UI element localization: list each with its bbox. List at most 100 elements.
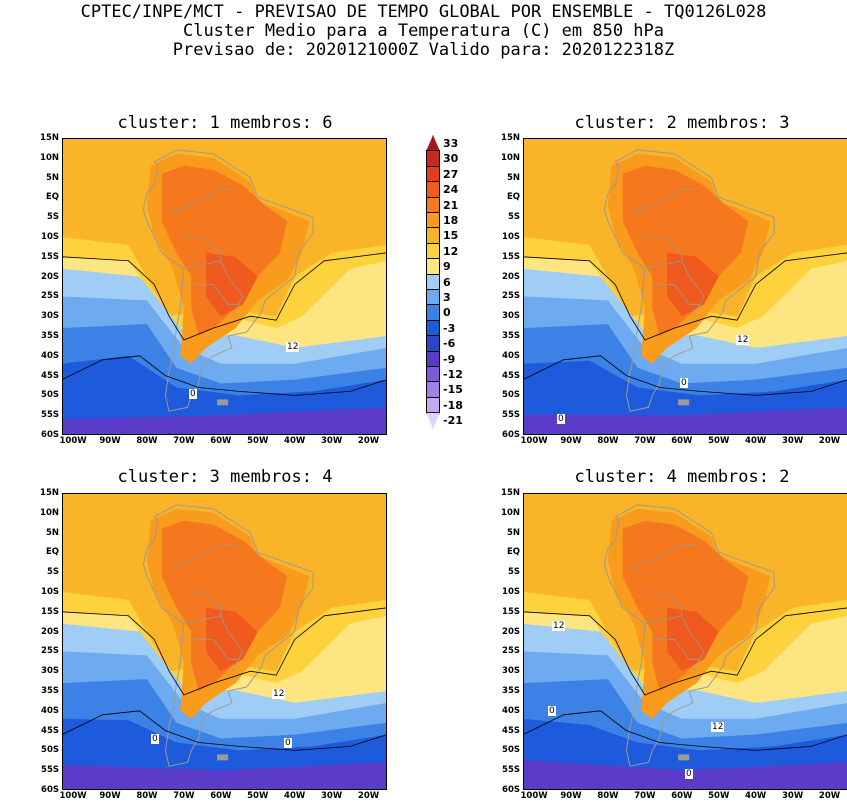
falkland-islands [217, 754, 229, 761]
colorbar-swatch [426, 273, 440, 290]
colorbar-swatch [426, 412, 440, 429]
contour-label: 12 [711, 722, 725, 732]
coastline [603, 149, 775, 412]
lon-tick-label: 40W [745, 791, 767, 801]
country-border [183, 615, 244, 672]
colorbar-label: 3 [443, 291, 451, 304]
colorbar-swatch [426, 242, 440, 260]
lon-tick-label: 80W [136, 791, 158, 801]
lat-tick-label: 50S [502, 390, 520, 401]
warm-region-21 [622, 520, 749, 691]
lat-tick-label: 5S [46, 567, 59, 578]
lat-tick-label: 35S [502, 686, 520, 696]
lon-tick-label: 40W [284, 791, 306, 801]
country-border [168, 189, 236, 214]
falkland-islands [217, 399, 229, 406]
colorbar-swatch [426, 165, 440, 183]
lat-tick-label: 50S [502, 745, 520, 756]
country-border [183, 591, 222, 616]
lat-tick-label: 10N [40, 507, 59, 518]
temperature-band [523, 407, 847, 435]
warm-region-21 [622, 165, 749, 336]
colorbar-swatch [426, 135, 440, 152]
contour-label: 0 [189, 389, 197, 399]
lat-tick-label: 10S [41, 232, 59, 242]
colorbar-swatch [426, 366, 440, 383]
country-border [644, 236, 683, 261]
map-frame [62, 493, 387, 790]
country-border [629, 189, 697, 214]
isotherm-12 [523, 252, 847, 341]
panel-title-4: cluster: 4 membros: 2 [574, 467, 790, 487]
lat-tick-label: 30S [41, 311, 59, 322]
country-border [191, 639, 240, 660]
lon-tick-label: 20W [357, 436, 380, 446]
temperature-map-4 [523, 493, 847, 790]
country-border [644, 591, 683, 616]
colorbar-label: 0 [443, 306, 451, 320]
colorbar-label: -15 [443, 383, 463, 397]
lon-tick-label: 30W [781, 436, 804, 446]
country-border [183, 236, 222, 261]
temperature-band [62, 762, 387, 790]
warm-region-24 [206, 607, 258, 672]
lon-tick-label: 70W [173, 791, 195, 801]
contour-label: 0 [685, 769, 693, 779]
colorbar-swatch [426, 181, 440, 198]
colorbar-swatch [426, 289, 440, 306]
lat-tick-label: 30S [502, 666, 520, 677]
lon-tick-label: 60W [210, 436, 232, 446]
colorbar-swatch [426, 381, 440, 398]
lat-tick-label: 45S [41, 725, 59, 736]
map-frame [523, 138, 847, 435]
lat-tick-label: 10N [501, 507, 520, 518]
map-panel-2 [523, 138, 847, 435]
contour-label: 0 [548, 706, 556, 716]
header-line-3: Previsao de: 2020121000Z Valido para: 20… [172, 40, 675, 60]
warm-region-21 [161, 165, 288, 336]
lat-tick-label: 5N [45, 527, 59, 538]
lat-tick-label: 40S [502, 705, 520, 716]
header-line-1: CPTEC/INPE/MCT - PREVISAO DE TEMPO GLOBA… [80, 2, 767, 22]
colorbar-label: 30 [443, 152, 459, 166]
map-panel-4 [523, 493, 847, 790]
coastline [603, 504, 775, 767]
lon-tick-label: 60W [210, 791, 232, 801]
map-frame [62, 138, 387, 435]
lon-tick-label: 20W [357, 791, 380, 801]
contour-label: 12 [286, 342, 300, 352]
colorbar-label: 27 [443, 167, 459, 181]
lat-tick-label: 40S [502, 350, 520, 361]
lat-tick-label: 5N [45, 172, 59, 183]
lat-tick-label: 5S [507, 212, 520, 223]
lat-tick-label: 25S [41, 291, 59, 302]
isotherm-12 [523, 607, 847, 696]
country-border [168, 544, 236, 569]
warm-region-24 [667, 607, 719, 672]
isotherm-12 [62, 607, 387, 696]
lat-tick-label: 15N [501, 133, 520, 143]
lon-tick-label: 50W [247, 791, 269, 801]
lat-tick-label: 25S [502, 646, 520, 657]
lat-tick-label: 15S [502, 606, 520, 617]
colorbar-label: -18 [443, 398, 463, 412]
contour-label: 0 [151, 734, 159, 744]
lat-tick-label: 15N [501, 488, 520, 498]
colorbar-label: -21 [443, 414, 463, 428]
lat-tick-label: 50S [41, 745, 59, 756]
lat-tick-label: 55S [502, 765, 520, 776]
temperature-map-3 [62, 493, 387, 790]
colorbar-label: 18 [443, 214, 459, 227]
isotherm-0 [523, 355, 847, 396]
colorbar-swatch [426, 196, 440, 213]
lon-tick-label: 100W [59, 436, 87, 446]
colorbar-label: 21 [443, 198, 459, 212]
lon-tick-label: 30W [781, 791, 804, 801]
lon-tick-label: 90W [560, 436, 582, 446]
lat-tick-label: 55S [41, 410, 59, 421]
lon-tick-label: 60W [671, 436, 693, 446]
lon-tick-label: 80W [597, 436, 619, 446]
map-panel-3 [62, 493, 387, 790]
country-border [644, 260, 705, 317]
lat-tick-label: 5N [506, 527, 520, 538]
